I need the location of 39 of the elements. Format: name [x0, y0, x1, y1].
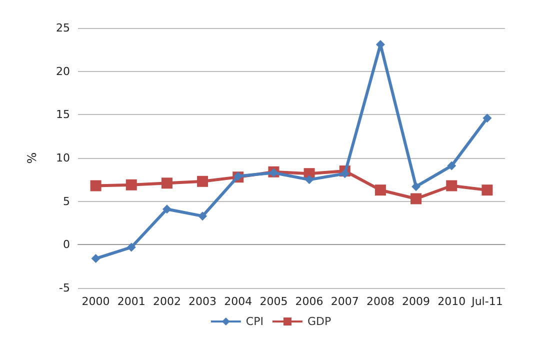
y-tick-label: 10 — [56, 152, 70, 164]
x-tick-label: 2009 — [402, 295, 430, 308]
point — [126, 179, 137, 190]
legend-label: CPI — [246, 315, 264, 328]
x-tick-label: 2005 — [260, 295, 288, 308]
point — [304, 175, 314, 184]
point — [412, 182, 421, 192]
point — [482, 114, 492, 123]
x-tick-label: 2002 — [152, 295, 181, 308]
point — [447, 161, 456, 170]
point — [410, 193, 422, 204]
y-tick-label: 0 — [63, 238, 70, 252]
point — [90, 180, 102, 192]
point — [197, 176, 208, 187]
y-tick-label: 5 — [63, 194, 70, 208]
x-tick-label: 2010 — [438, 295, 466, 308]
y-tick-label: -5 — [59, 282, 70, 294]
point — [162, 204, 172, 214]
point — [446, 180, 458, 192]
x-tick-label: 2003 — [188, 295, 217, 308]
x-tick-label: 2006 — [295, 295, 324, 308]
y-tick-label: 15 — [56, 108, 70, 122]
point — [482, 184, 493, 196]
y-axis-title: % — [25, 152, 39, 164]
x-tick-label: Jul-11 — [470, 295, 503, 308]
x-tick-label: 2007 — [330, 295, 359, 308]
y-tick-label: 25 — [56, 22, 70, 34]
legend-label: GDP — [307, 315, 332, 328]
x-tick-label: 2008 — [366, 295, 394, 308]
x-tick-label: 2004 — [224, 295, 252, 308]
point — [198, 212, 208, 221]
x-tick-label: 2001 — [117, 295, 146, 308]
point — [161, 178, 172, 189]
point — [374, 184, 386, 196]
x-tick-label: 2000 — [82, 295, 110, 308]
point — [126, 242, 136, 252]
y-tick-label: 20 — [56, 64, 70, 78]
point — [91, 254, 100, 264]
point — [340, 169, 350, 178]
